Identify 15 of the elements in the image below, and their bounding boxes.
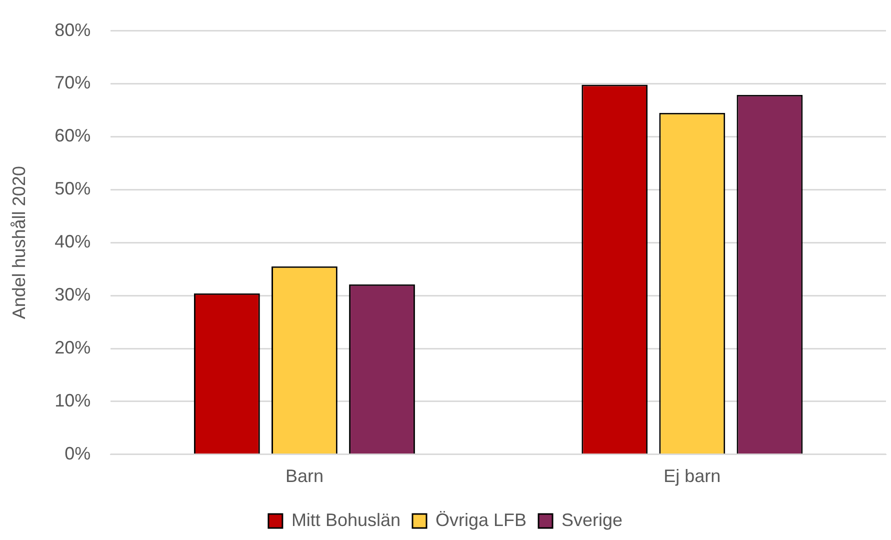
y-tick-label: 10% — [54, 390, 91, 410]
y-tick-label: 60% — [54, 126, 91, 146]
y-tick-label: 70% — [54, 72, 91, 93]
y-tick-label: 30% — [54, 284, 91, 305]
x-tick-label: Barn — [285, 466, 324, 486]
legend-label: Sverige — [562, 510, 623, 530]
x-tick-label: Ej barn — [664, 466, 721, 486]
legend-label: Övriga LFB — [436, 510, 527, 530]
legend-label: Mitt Bohuslän — [291, 510, 401, 530]
y-tick-label: 50% — [54, 178, 91, 199]
y-tick-label: 80% — [54, 20, 91, 40]
y-axis-title: Andel hushåll 2020 — [8, 166, 29, 320]
y-tick-label: 40% — [54, 232, 91, 252]
y-tick-label: 0% — [64, 443, 91, 464]
y-tick-label: 20% — [54, 337, 91, 358]
